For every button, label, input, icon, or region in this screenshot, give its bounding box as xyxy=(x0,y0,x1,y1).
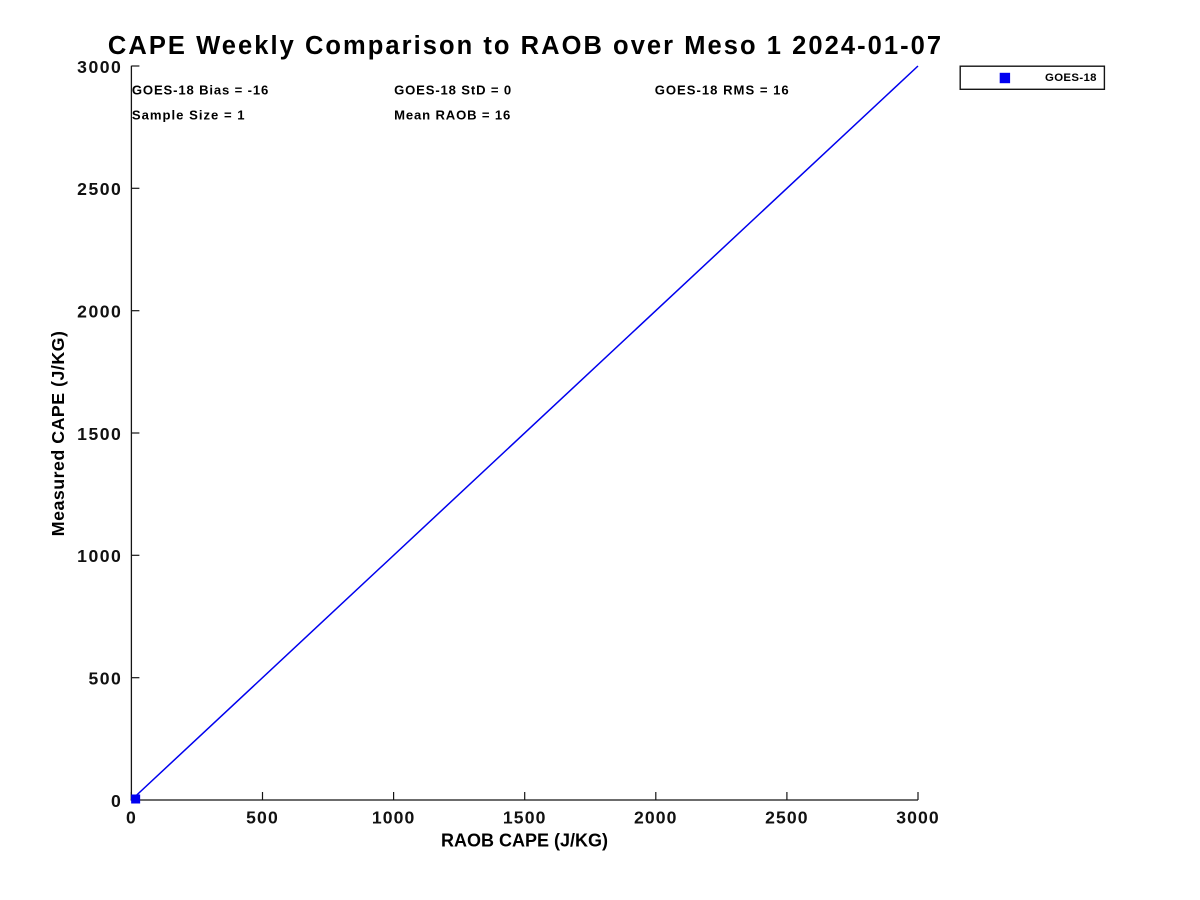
svg-text:GOES-18 StD = 0: GOES-18 StD = 0 xyxy=(394,83,512,98)
svg-text:GOES-18 Bias = -16: GOES-18 Bias = -16 xyxy=(132,83,269,98)
svg-text:RAOB CAPE (J/KG): RAOB CAPE (J/KG) xyxy=(441,831,608,851)
svg-text:1000: 1000 xyxy=(77,546,122,566)
svg-text:2500: 2500 xyxy=(765,808,809,828)
svg-text:500: 500 xyxy=(246,808,279,828)
svg-text:1000: 1000 xyxy=(372,808,416,828)
svg-text:GOES-18 RMS = 16: GOES-18 RMS = 16 xyxy=(655,83,790,98)
svg-text:0: 0 xyxy=(126,808,137,828)
svg-text:3000: 3000 xyxy=(896,808,940,828)
svg-text:Measured CAPE (J/KG): Measured CAPE (J/KG) xyxy=(48,331,68,537)
svg-text:0: 0 xyxy=(111,791,122,811)
svg-text:2000: 2000 xyxy=(77,302,122,322)
svg-text:1500: 1500 xyxy=(503,808,547,828)
svg-text:Mean RAOB = 16: Mean RAOB = 16 xyxy=(394,107,511,122)
svg-text:1500: 1500 xyxy=(77,424,122,444)
svg-text:500: 500 xyxy=(88,669,122,689)
svg-text:2000: 2000 xyxy=(634,808,678,828)
svg-text:CAPE Weekly Comparison to RAOB: CAPE Weekly Comparison to RAOB over Meso… xyxy=(108,32,943,60)
svg-text:Sample Size = 1: Sample Size = 1 xyxy=(132,107,246,122)
svg-text:2500: 2500 xyxy=(77,179,122,199)
svg-text:3000: 3000 xyxy=(77,57,122,77)
svg-text:GOES-18: GOES-18 xyxy=(1045,72,1097,84)
